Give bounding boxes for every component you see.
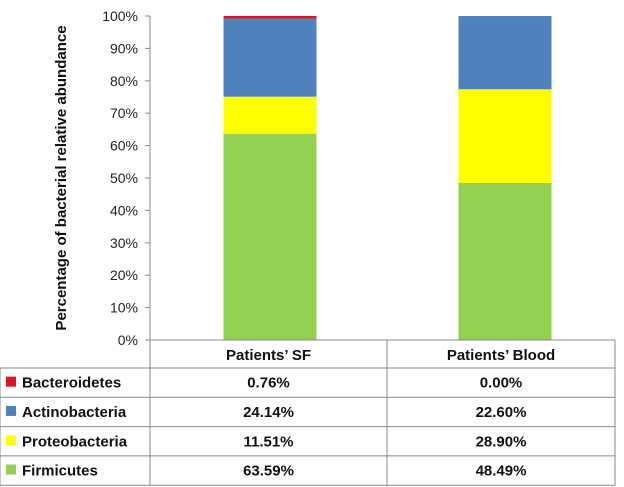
category-label: Patients’ SF [226, 347, 311, 364]
y-tick-label: 0% [118, 332, 138, 348]
data-cell: 28.90% [476, 433, 527, 450]
y-tick-label: 30% [110, 235, 138, 251]
bar-segment-actinobacteria [223, 18, 317, 97]
y-axis-label: Percentage of bacterial relative abundan… [53, 25, 70, 330]
y-tick-label: 40% [110, 202, 138, 218]
y-tick-label: 70% [110, 105, 138, 121]
legend-swatch [6, 405, 16, 416]
bar-segment-actinobacteria [458, 16, 552, 90]
y-tick-label: 60% [110, 138, 138, 154]
bar-segment-firmicutes [223, 133, 317, 340]
bars [223, 16, 552, 340]
bar-segment-proteobacteria [458, 89, 552, 183]
legend-swatch [6, 435, 16, 446]
legend-swatch [6, 376, 16, 387]
bar-segment-proteobacteria [223, 96, 317, 134]
legend-label: Actinobacteria [22, 404, 127, 421]
legend-label: Bacteroidetes [22, 375, 121, 392]
y-tick-label: 50% [110, 170, 138, 186]
data-table: Patients’ SF Patients’ Blood Bacteroidetes… [0, 339, 616, 486]
legend-label: Firmicutes [22, 463, 98, 480]
y-tick-label: 100% [102, 8, 138, 24]
bar-segment-bacteroidetes [223, 16, 317, 19]
data-cell: 48.49% [476, 463, 527, 480]
data-cell: 0.00% [480, 375, 523, 392]
y-tick-label: 90% [110, 40, 138, 56]
y-tick-label: 20% [110, 267, 138, 283]
data-cell: 24.14% [243, 404, 294, 421]
category-label: Patients’ Blood [447, 347, 555, 364]
y-tick-label: 10% [110, 300, 138, 316]
legend-label: Proteobacteria [22, 433, 128, 450]
data-cell: 11.51% [243, 433, 293, 450]
legend-swatch [6, 464, 16, 475]
y-axis: 0% 10% 20% 30% 40% 50% 60% 70% 80% 90% 100% [102, 8, 151, 348]
bar-segment-firmicutes [458, 182, 552, 340]
data-cell: 63.59% [243, 463, 294, 480]
data-cell: 22.60% [476, 404, 527, 421]
data-cell: 0.76% [247, 375, 290, 392]
y-tick-label: 80% [110, 73, 138, 89]
